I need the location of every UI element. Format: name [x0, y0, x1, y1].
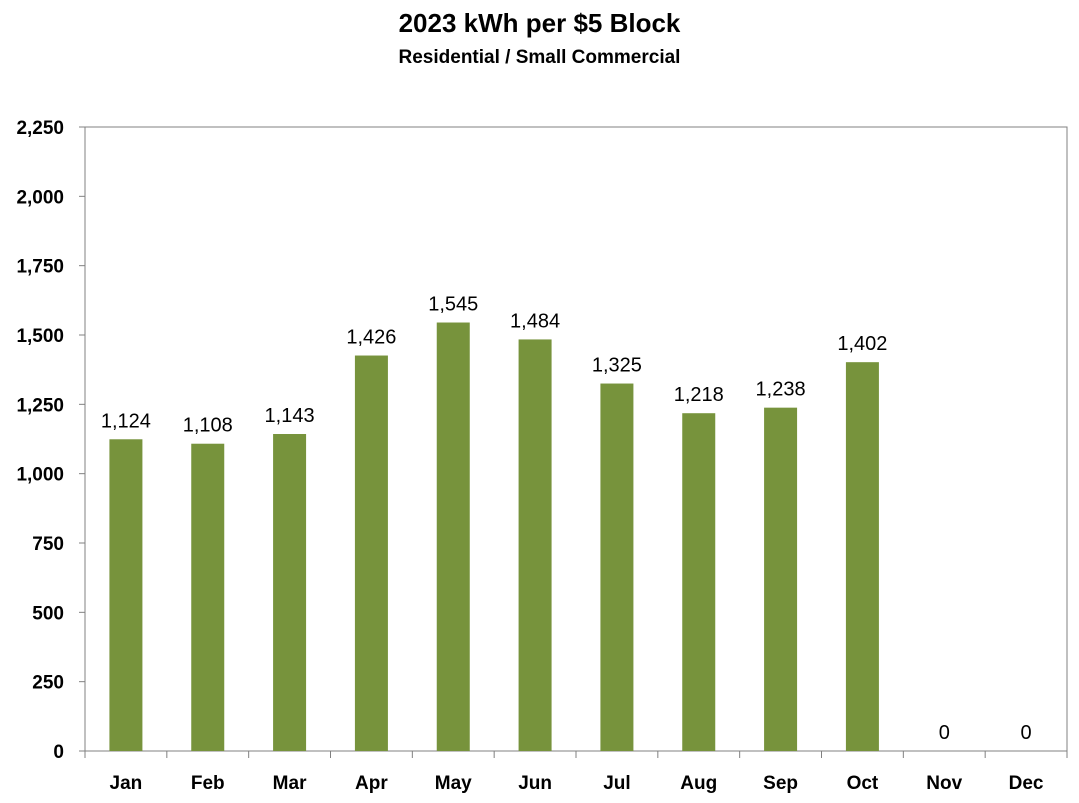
bar-mar	[273, 434, 307, 751]
chart-title: 2023 kWh per $5 Block	[398, 8, 681, 38]
bar-sep	[764, 407, 798, 751]
data-label-jun: 1,484	[510, 310, 560, 332]
x-tick-label-apr: Apr	[355, 773, 388, 794]
data-label-apr: 1,426	[346, 327, 396, 349]
x-tick-label-dec: Dec	[1009, 773, 1044, 794]
data-label-feb: 1,108	[183, 415, 233, 437]
bar-aug	[682, 413, 716, 751]
y-tick-label: 250	[32, 673, 64, 694]
x-tick-label-aug: Aug	[680, 773, 717, 794]
bar-oct	[845, 362, 879, 751]
y-tick-label: 2,000	[16, 187, 64, 208]
y-tick-label: 500	[32, 603, 64, 624]
y-tick-label: 750	[32, 534, 64, 555]
data-label-aug: 1,218	[674, 384, 724, 406]
bar-apr	[354, 355, 388, 751]
bar-jun	[518, 339, 552, 751]
data-label-jul: 1,325	[592, 355, 642, 377]
chart-subtitle: Residential / Small Commercial	[398, 47, 681, 68]
data-label-may: 1,545	[428, 294, 478, 316]
x-tick-label-oct: Oct	[847, 773, 879, 794]
data-label-dec: 0	[1021, 722, 1032, 744]
y-tick-label: 2,250	[16, 118, 64, 139]
x-tick-label-jan: Jan	[110, 773, 143, 794]
y-tick-label: 1,750	[16, 257, 64, 278]
data-label-oct: 1,402	[837, 333, 887, 355]
data-label-mar: 1,143	[265, 405, 315, 427]
bar-feb	[191, 443, 225, 751]
x-tick-label-jul: Jul	[603, 773, 630, 794]
y-tick-label: 1,000	[16, 465, 64, 486]
bar-jul	[600, 383, 634, 751]
x-tick-label-jun: Jun	[518, 773, 552, 794]
y-tick-label: 1,250	[16, 395, 64, 416]
y-tick-label: 0	[53, 742, 64, 763]
x-tick-label-feb: Feb	[191, 773, 225, 794]
bar-jan	[109, 439, 143, 751]
x-tick-label-sep: Sep	[763, 773, 798, 794]
data-label-nov: 0	[939, 722, 950, 744]
plot-area-border	[84, 126, 1068, 752]
data-label-sep: 1,238	[756, 379, 806, 401]
y-tick-label: 1,500	[16, 326, 64, 347]
bar-may	[436, 322, 470, 751]
x-tick-label-mar: Mar	[273, 773, 307, 794]
x-tick-label-may: May	[435, 773, 472, 794]
x-tick-label-nov: Nov	[926, 773, 962, 794]
data-label-jan: 1,124	[101, 410, 151, 432]
